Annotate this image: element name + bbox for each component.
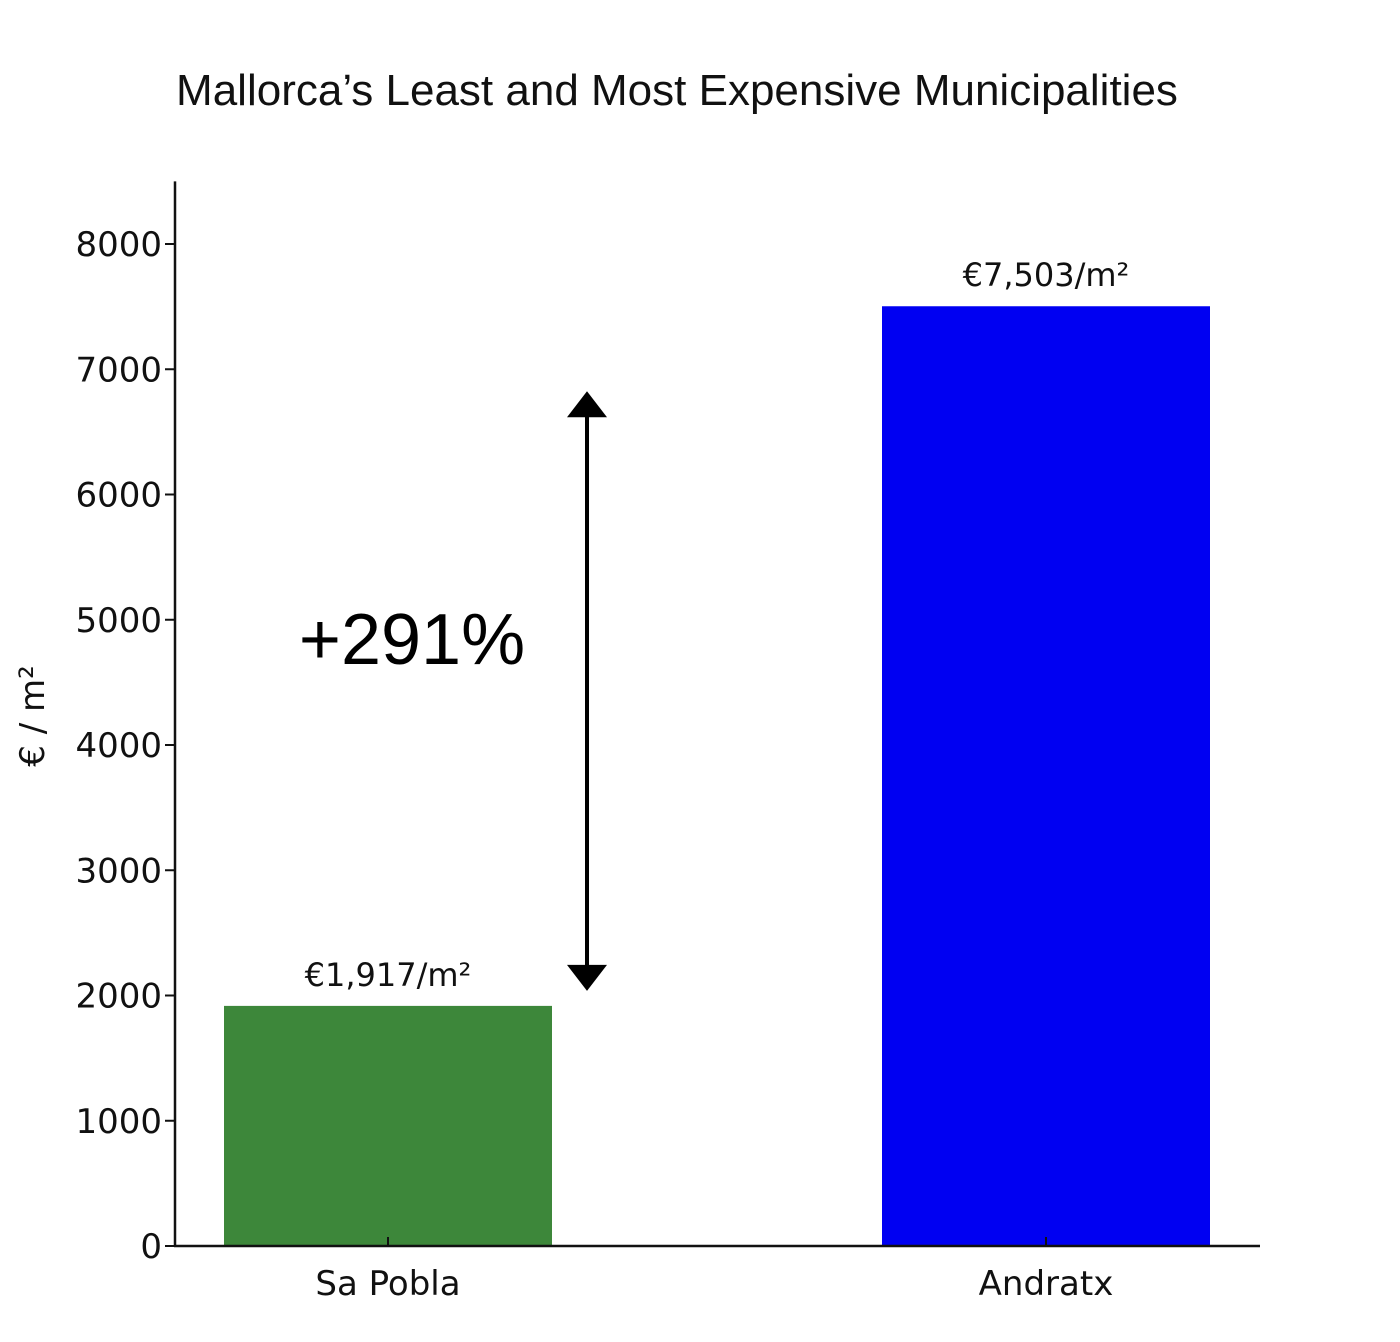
y-tick-label: 0 xyxy=(140,1227,162,1267)
data-label-sa-pobla: €1,917/m² xyxy=(305,956,472,994)
x-tick-label-sa-pobla: Sa Pobla xyxy=(315,1264,460,1304)
bar-andratx xyxy=(882,306,1210,1246)
y-tick-label: 6000 xyxy=(75,476,162,516)
arrow-up-icon xyxy=(567,391,607,418)
labels-group: €1,917/m² Sa Pobla €7,503/m² Andratx 0 1000 20… xyxy=(13,225,1129,1304)
data-label-andratx: €7,503/m² xyxy=(963,256,1130,294)
y-tick-label: 4000 xyxy=(75,726,162,766)
bars-group xyxy=(224,306,1210,1246)
y-tick-label: 7000 xyxy=(75,350,162,390)
change-annotation: +291% xyxy=(299,391,607,991)
y-tick-label: 3000 xyxy=(75,851,162,891)
bar-sa-pobla xyxy=(224,1005,552,1246)
chart-title: Mallorca’s Least and Most Expensive Muni… xyxy=(176,66,1178,115)
axes-group xyxy=(165,181,1260,1248)
y-tick-label: 1000 xyxy=(75,1102,162,1142)
y-axis-label: € / m² xyxy=(13,665,53,766)
change-percentage-label: +291% xyxy=(299,600,525,680)
y-tick-label: 8000 xyxy=(75,225,162,265)
y-tick-label: 2000 xyxy=(75,977,162,1017)
arrow-down-icon xyxy=(567,964,607,991)
x-tick-label-andratx: Andratx xyxy=(979,1264,1114,1304)
y-tick-label: 5000 xyxy=(75,601,162,641)
